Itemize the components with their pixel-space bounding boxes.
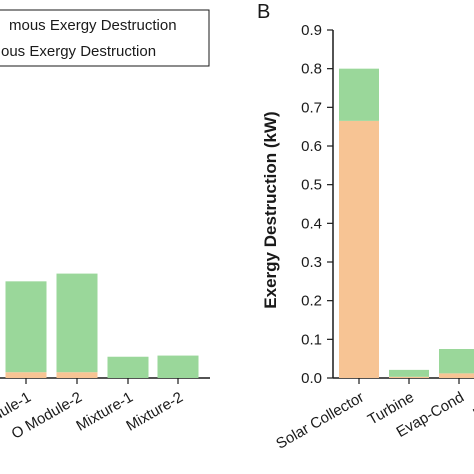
x-tick-label: Exp...: [470, 389, 474, 423]
y-tick-label: 0.7: [301, 99, 322, 116]
y-tick-label: 0.9: [301, 22, 322, 39]
y-tick-label: 0.2: [301, 293, 322, 310]
bar-exogenous-1: [389, 369, 429, 377]
y-tick-label: 0.5: [301, 177, 322, 194]
panel-letter-b: B: [257, 1, 270, 23]
y-tick-label: 0.6: [301, 138, 322, 155]
bar-endogenous-0: [339, 120, 379, 378]
bar-a-orange-1: [56, 372, 98, 378]
bar-exogenous-2: [439, 349, 474, 374]
y-axis-label: Exergy Destruction (kW): [261, 111, 280, 308]
legend: mous Exergy Destruction ous Exergy Destr…: [0, 9, 210, 67]
y-tick-label: 0.8: [301, 61, 322, 78]
bar-a-green-3: [157, 355, 199, 378]
bar-a-green-2: [107, 356, 149, 378]
y-tick-label: 0.4: [301, 215, 322, 232]
bar-exogenous-0: [339, 68, 379, 121]
x-tick-label: Solar Collector: [273, 389, 367, 453]
x-tick-label: Mixture-1: [73, 389, 136, 435]
y-ticks: 0.0 0.1 0.2 0.3 0.4 0.5 0.6 0.7 0.8 0.9: [301, 22, 333, 387]
bar-a-green-0: [5, 281, 47, 373]
panel-b-bars: [339, 68, 474, 378]
x-tick-label: Mixture-2: [123, 389, 186, 435]
panel-a-bars: [5, 273, 199, 378]
bar-endogenous-2: [439, 373, 474, 378]
bar-endogenous-1: [389, 376, 429, 378]
bar-a-orange-0: [5, 372, 47, 378]
y-tick-label: 0.3: [301, 254, 322, 271]
panel-b: B Exergy Destruction (kW) 0.00.10.20.30.…: [257, 1, 474, 453]
legend-label-1: mous Exergy Destruction: [9, 17, 177, 34]
legend-box: [0, 9, 210, 67]
bar-a-green-1: [56, 273, 98, 373]
legend-label-2: ous Exergy Destruction: [1, 43, 156, 60]
y-tick-label: 0.0: [301, 370, 322, 387]
y-tick-label: 0.1: [301, 331, 322, 348]
